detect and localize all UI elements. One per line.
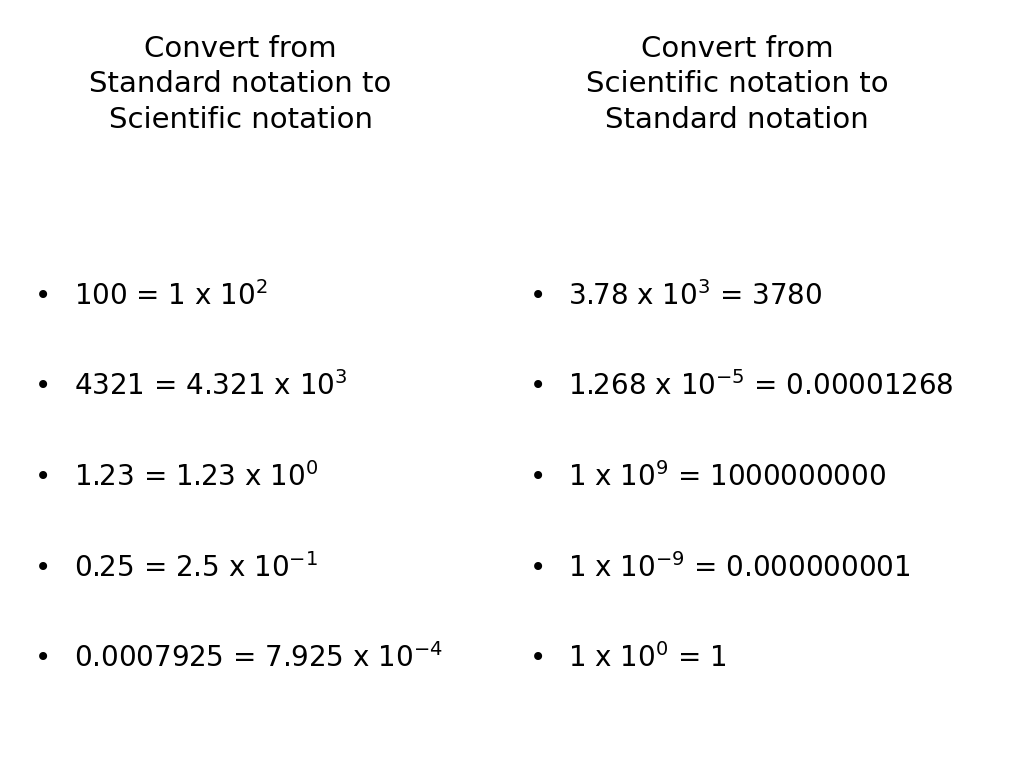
Text: •: • bbox=[529, 554, 546, 581]
Text: 1.23 = 1.23 x 10$^{0}$: 1.23 = 1.23 x 10$^{0}$ bbox=[74, 462, 317, 492]
Text: •: • bbox=[35, 282, 51, 310]
Text: •: • bbox=[529, 282, 546, 310]
Text: 4321 = 4.321 x 10$^{3}$: 4321 = 4.321 x 10$^{3}$ bbox=[74, 372, 347, 401]
Text: •: • bbox=[529, 644, 546, 672]
Text: •: • bbox=[35, 372, 51, 400]
Text: 1 x 10$^{-9}$ = 0.000000001: 1 x 10$^{-9}$ = 0.000000001 bbox=[568, 553, 910, 582]
Text: 1 x 10$^{9}$ = 1000000000: 1 x 10$^{9}$ = 1000000000 bbox=[568, 462, 887, 492]
Text: 1 x 10$^{0}$ = 1: 1 x 10$^{0}$ = 1 bbox=[568, 644, 727, 673]
Text: •: • bbox=[35, 554, 51, 581]
Text: •: • bbox=[529, 372, 546, 400]
Text: Convert from
Scientific notation to
Standard notation: Convert from Scientific notation to Stan… bbox=[586, 35, 889, 134]
Text: •: • bbox=[529, 463, 546, 491]
Text: •: • bbox=[35, 463, 51, 491]
Text: •: • bbox=[35, 644, 51, 672]
Text: 100 = 1 x 10$^{2}$: 100 = 1 x 10$^{2}$ bbox=[74, 281, 267, 310]
Text: Convert from
Standard notation to
Scientific notation: Convert from Standard notation to Scient… bbox=[89, 35, 392, 134]
Text: 0.0007925 = 7.925 x 10$^{-4}$: 0.0007925 = 7.925 x 10$^{-4}$ bbox=[74, 644, 442, 673]
Text: 0.25 = 2.5 x 10$^{-1}$: 0.25 = 2.5 x 10$^{-1}$ bbox=[74, 553, 317, 582]
Text: 1.268 x 10$^{-5}$ = 0.00001268: 1.268 x 10$^{-5}$ = 0.00001268 bbox=[568, 372, 954, 401]
Text: 3.78 x 10$^{3}$ = 3780: 3.78 x 10$^{3}$ = 3780 bbox=[568, 281, 822, 310]
